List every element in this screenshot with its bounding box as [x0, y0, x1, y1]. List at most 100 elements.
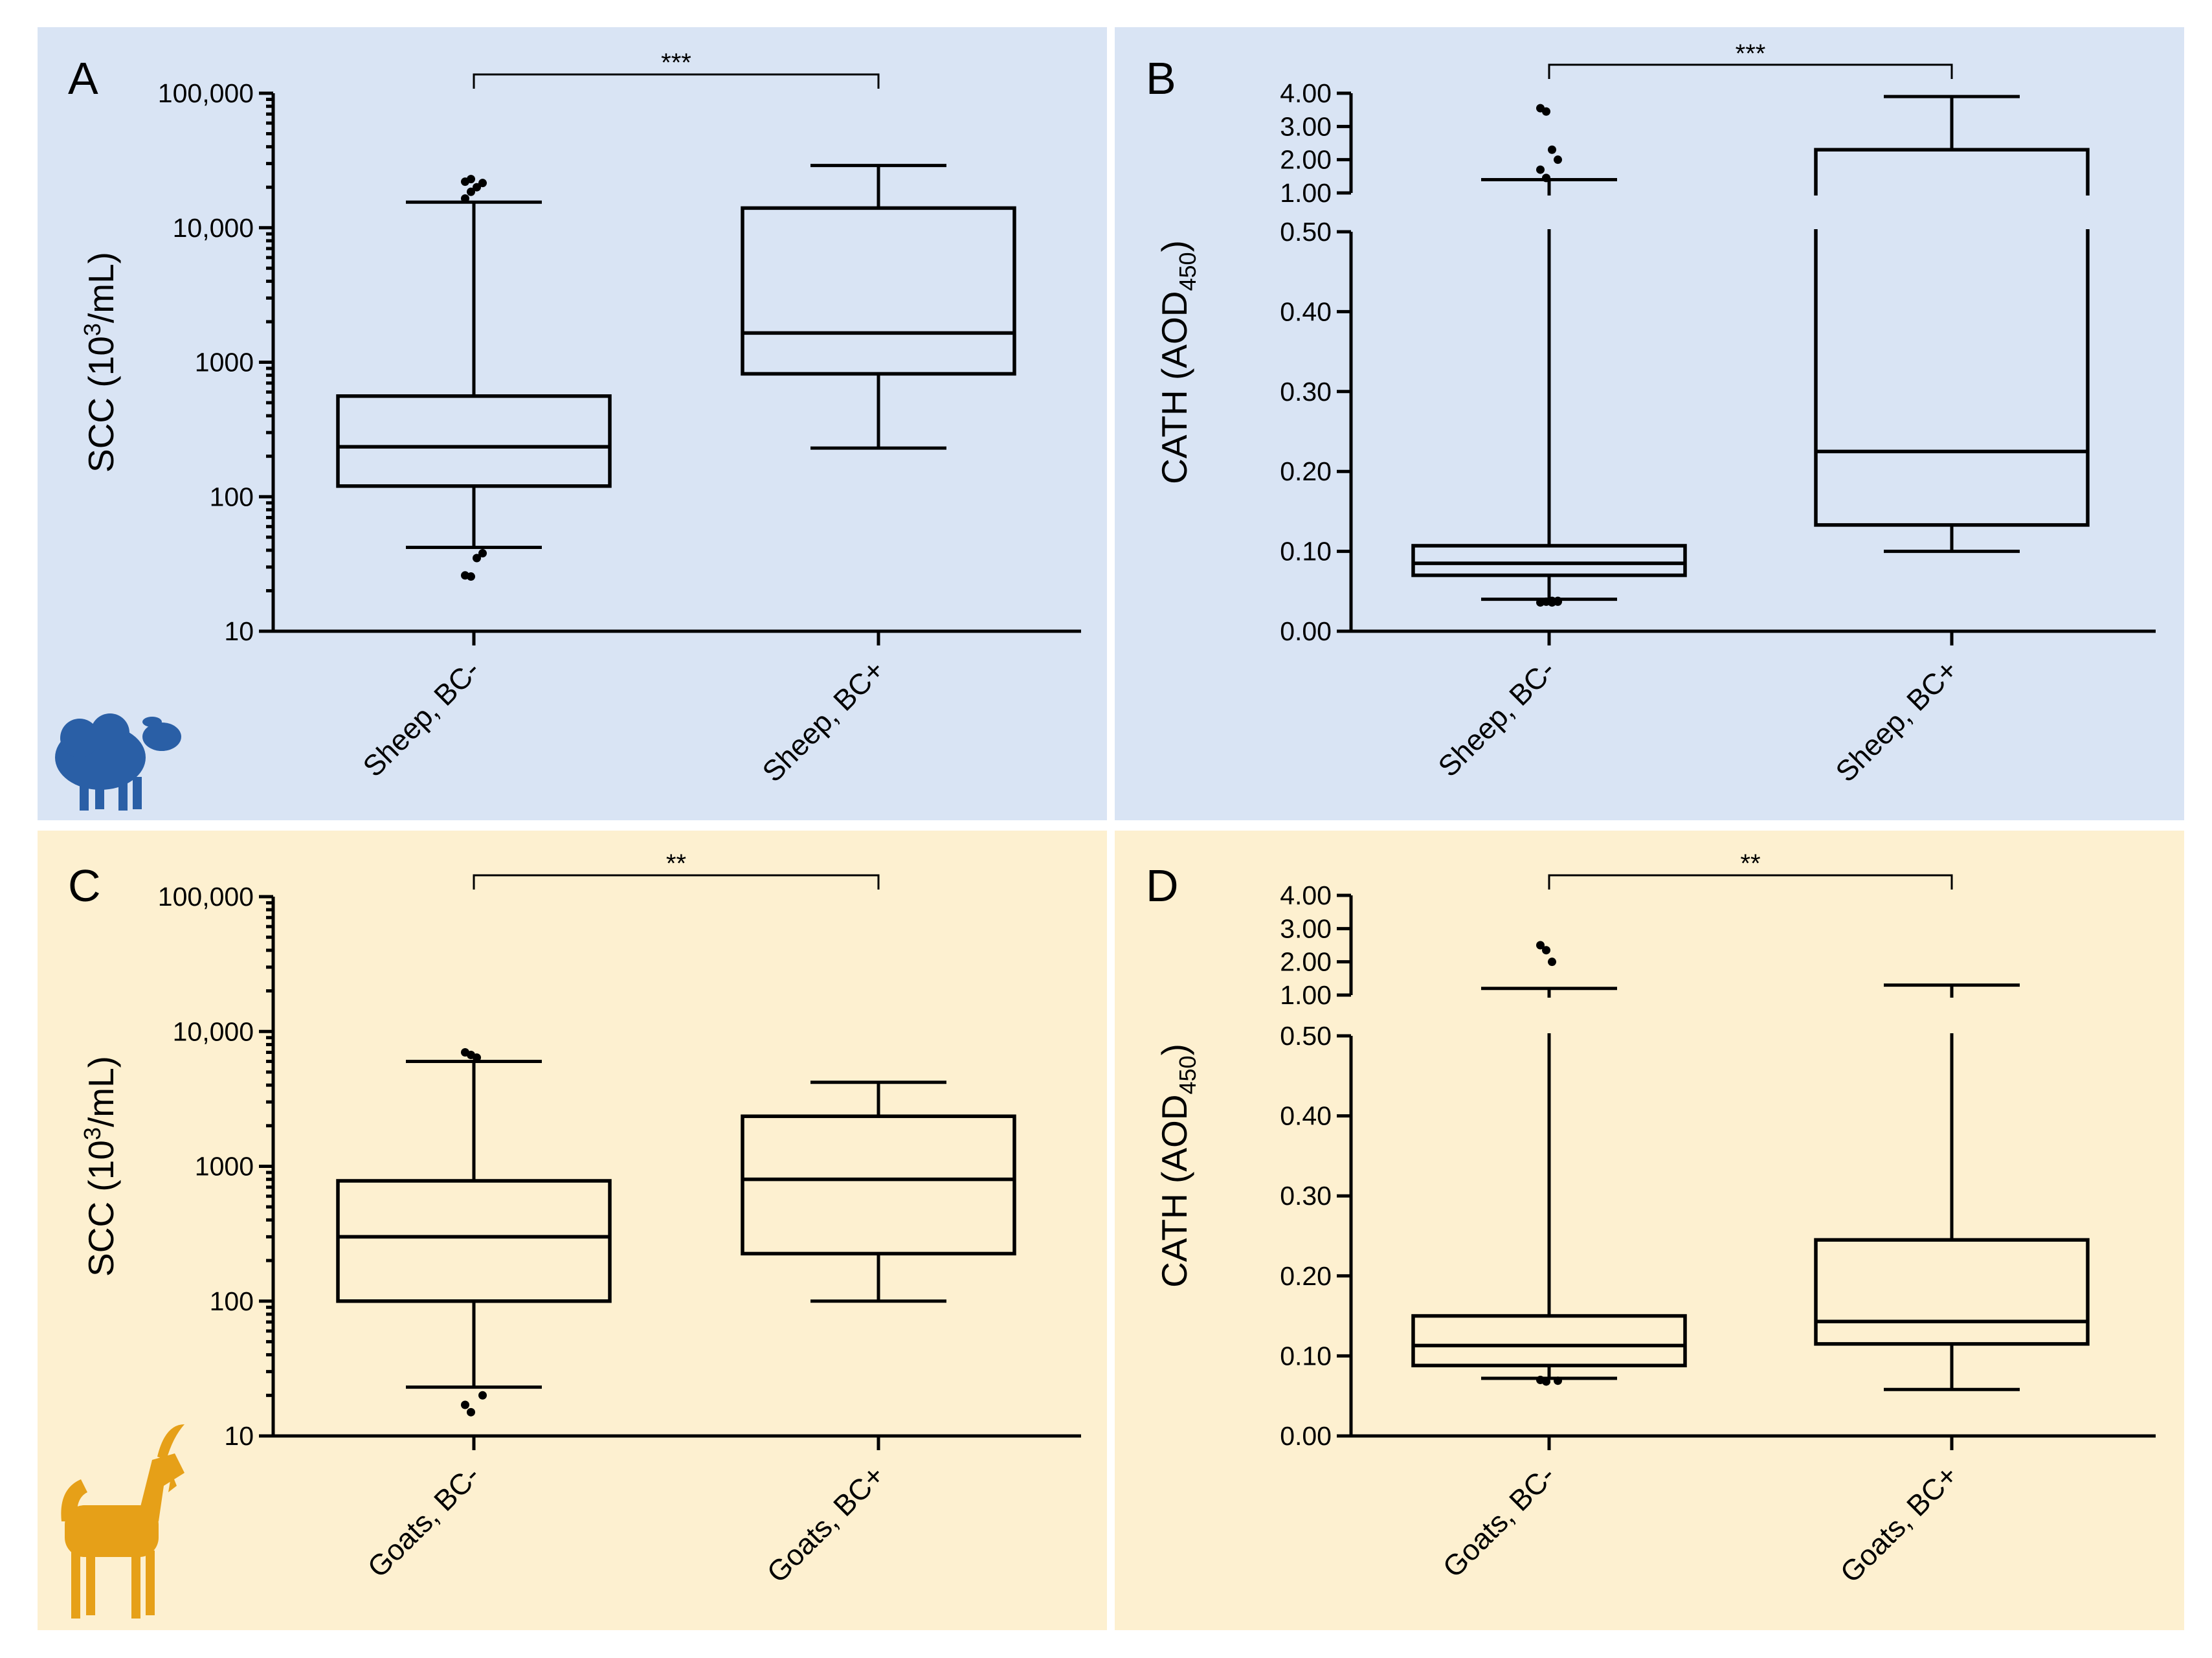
- outlier-point: [467, 1407, 475, 1417]
- significance-label: **: [666, 849, 686, 878]
- y-tick-label: 4.00: [1280, 880, 1332, 910]
- y-tick-label: 4.00: [1280, 78, 1332, 108]
- outlier-point: [1536, 165, 1545, 174]
- outlier-point: [1536, 941, 1545, 950]
- significance-bracket: [473, 73, 880, 89]
- panel-background: [38, 27, 1107, 820]
- outlier-point: [478, 549, 487, 558]
- outlier-point: [461, 194, 469, 203]
- y-axis-title-sub: 450: [1174, 1055, 1201, 1094]
- y-axis-title-tail: /mL): [81, 252, 121, 323]
- outlier-point: [467, 572, 475, 581]
- axis-break-gap: [1349, 196, 2158, 229]
- y-tick-label: 2.00: [1280, 145, 1332, 175]
- outlier-point: [1542, 1377, 1550, 1386]
- y-tick-label: 0.20: [1280, 1261, 1332, 1291]
- goat-leg: [71, 1551, 80, 1619]
- y-axis-title-tail: ): [1154, 240, 1194, 252]
- panel-background: [1115, 27, 2184, 820]
- y-axis-title-sub: 450: [1174, 252, 1201, 291]
- outlier-point: [478, 1391, 487, 1400]
- outlier-point: [1542, 107, 1550, 116]
- goat-body: [65, 1505, 159, 1557]
- y-tick-label: 10,000: [173, 213, 254, 243]
- box: [336, 394, 612, 488]
- panel-letter: B: [1146, 53, 1176, 104]
- goat-leg: [131, 1551, 140, 1619]
- goat-icon: [61, 1424, 184, 1619]
- panel-letter: C: [68, 860, 101, 911]
- y-tick-label: 0.50: [1280, 217, 1332, 247]
- goat-leg: [86, 1551, 95, 1615]
- panel-background: [38, 831, 1107, 1630]
- significance-label: **: [1740, 849, 1760, 878]
- box: [336, 1179, 612, 1303]
- y-tick-label: 2.00: [1280, 947, 1332, 977]
- y-tick-label: 100: [210, 1286, 254, 1316]
- sheep-ear: [142, 717, 162, 727]
- panel-d: D 0.00 0.10 0.20 0.30 0.40 0.50 1.002.00 3.004.0…: [1115, 831, 2184, 1630]
- y-axis-title-main: SCC (10: [81, 336, 121, 473]
- y-axis-title: CATH (AOD450): [1154, 240, 1201, 484]
- y-tick-label: 100,000: [158, 78, 254, 108]
- y-tick-label: 0.50: [1280, 1021, 1332, 1051]
- significance-label: ***: [1736, 39, 1766, 68]
- y-tick-label: 0.10: [1280, 1341, 1332, 1371]
- outlier-point: [473, 554, 481, 563]
- y-tick-label: 10,000: [173, 1016, 254, 1046]
- box: [741, 206, 1016, 376]
- sheep-leg: [95, 777, 104, 809]
- outlier-point: [473, 1053, 481, 1062]
- y-tick-label: 0.40: [1280, 297, 1332, 326]
- sheep-leg: [118, 777, 128, 811]
- outlier-point: [1542, 174, 1550, 183]
- outlier-point: [467, 187, 475, 196]
- outlier-point: [1542, 946, 1550, 955]
- sheep-head: [142, 723, 181, 751]
- y-tick-label: 1.00: [1280, 980, 1332, 1010]
- y-axis-title-sup: 3: [79, 1127, 106, 1140]
- y-tick-label: 10: [224, 1421, 254, 1451]
- y-axis-title-main: CATH (AOD: [1154, 1094, 1194, 1287]
- box: [1411, 1314, 1687, 1367]
- y-axis-title: CATH (AOD450): [1154, 1044, 1201, 1288]
- y-tick-label: 0.10: [1280, 537, 1332, 566]
- significance-bracket: [1548, 63, 1953, 79]
- y-tick-label: 0.40: [1280, 1101, 1332, 1131]
- goat-beard: [168, 1473, 177, 1492]
- outlier-point: [473, 183, 481, 192]
- box: [1814, 1238, 2090, 1346]
- panel-letter: A: [68, 53, 98, 104]
- outlier-point: [467, 175, 475, 184]
- y-tick-label: 10: [224, 616, 254, 646]
- panel-letter: D: [1146, 860, 1179, 911]
- goat-tail: [61, 1479, 87, 1521]
- panel-background: [1115, 831, 2184, 1630]
- y-axis-title-main: CATH (AOD: [1154, 291, 1194, 484]
- significance-bracket: [473, 874, 880, 890]
- y-tick-label: 0.00: [1280, 616, 1332, 646]
- significance-bracket: [1548, 874, 1953, 890]
- y-tick-label: 3.00: [1280, 111, 1332, 141]
- y-tick-label: 0.20: [1280, 456, 1332, 486]
- outlier-point: [1548, 958, 1556, 967]
- outlier-point: [461, 1400, 469, 1409]
- box: [1411, 544, 1687, 577]
- y-tick-label: 100,000: [158, 882, 254, 912]
- box: [1814, 148, 2090, 527]
- outlier-point: [1554, 155, 1562, 164]
- outlier-point: [1554, 596, 1562, 605]
- y-tick-label: 100: [210, 482, 254, 511]
- y-axis-title: SCC (103/mL): [79, 252, 121, 473]
- y-axis-title-tail: ): [1154, 1044, 1194, 1055]
- sheep-wool: [60, 719, 99, 757]
- y-axis-title-main: SCC (10: [81, 1140, 121, 1277]
- y-tick-label: 1.00: [1280, 178, 1332, 208]
- y-tick-label: 0.00: [1280, 1421, 1332, 1451]
- sheep-icon: [55, 713, 181, 811]
- y-tick-label: 1000: [195, 348, 254, 377]
- sheep-wool: [91, 713, 129, 752]
- axis-break-gap: [1349, 998, 2158, 1033]
